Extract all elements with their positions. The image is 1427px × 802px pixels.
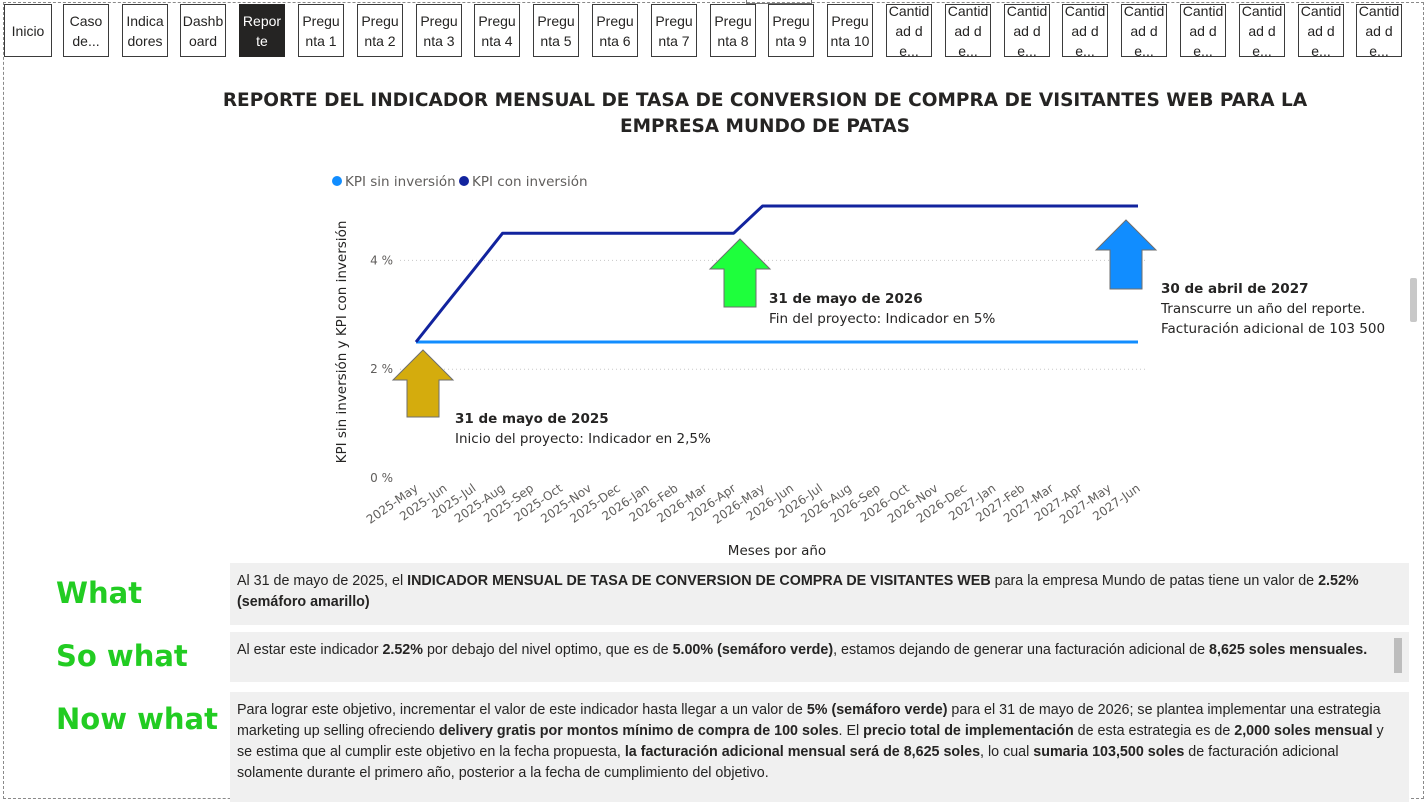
nav-button-6[interactable]: Pregunta 1: [298, 4, 344, 57]
annotation-start-text: Inicio del proyecto: Indicador en 2,5%: [455, 431, 711, 447]
nav-button-5[interactable]: Reporte: [239, 4, 285, 57]
nav-button-3[interactable]: Indicadores: [122, 4, 168, 57]
y-tick-label: 2 %: [370, 362, 393, 376]
nav-button-1[interactable]: Inicio: [4, 4, 52, 57]
y-tick-label: 0 %: [370, 471, 393, 485]
arrow-end-icon: [708, 238, 772, 308]
nav-button-19[interactable]: Cantidad de...: [1062, 4, 1108, 57]
nav-button-22[interactable]: Cantidad de...: [1239, 4, 1285, 57]
annotation-end-title: 31 de mayo de 2026: [769, 291, 923, 307]
report-title: REPORTE DEL INDICADOR MENSUAL DE TASA DE…: [222, 90, 1308, 137]
legend-label-2: KPI con inversión: [472, 174, 588, 190]
nav-button-2[interactable]: Caso de...: [63, 4, 109, 57]
nav-button-16[interactable]: Cantidad de...: [886, 4, 932, 57]
annotation-start-title: 31 de mayo de 2025: [455, 411, 609, 427]
nav-button-13[interactable]: Pregunta 8: [710, 4, 756, 57]
annotation-one-year-line2: Facturación adicional de 103 500: [1161, 321, 1386, 337]
series-line-2: [414, 204, 1138, 343]
text-box-scrollbar[interactable]: [1394, 638, 1402, 673]
nav-button-24[interactable]: Cantidad de...: [1356, 4, 1402, 57]
annotation-end: 31 de mayo de 2026 Fin del proyecto: Ind…: [769, 289, 995, 329]
annotation-one-year: 30 de abril de 2027 Transcurre un año de…: [1161, 279, 1385, 339]
arrow-start-icon: [391, 349, 455, 418]
nav-button-15[interactable]: Pregunta 10: [827, 4, 873, 57]
legend-label-1: KPI sin inversión: [345, 174, 456, 190]
legend-marker-2: [459, 176, 469, 186]
tab-indicator: [746, 0, 812, 4]
annotation-one-year-title: 30 de abril de 2027: [1161, 281, 1309, 297]
nav-button-4[interactable]: Dashboard: [180, 4, 226, 57]
what-text-box: Al 31 de mayo de 2025, el INDICADOR MENS…: [230, 563, 1409, 625]
nav-button-14[interactable]: Pregunta 9: [768, 4, 814, 57]
nav-button-10[interactable]: Pregunta 5: [533, 4, 579, 57]
y-axis-title: KPI sin inversión y KPI con inversión: [334, 221, 350, 464]
nav-button-23[interactable]: Cantidad de...: [1298, 4, 1344, 57]
what-label: What: [56, 576, 143, 610]
y-tick-label: 4 %: [370, 253, 393, 267]
so-what-text-box: Al estar este indicador 2.52% por debajo…: [230, 632, 1409, 682]
annotation-one-year-line1: Transcurre un año del reporte.: [1161, 301, 1366, 317]
nav-button-21[interactable]: Cantidad de...: [1180, 4, 1226, 57]
x-axis-title: Meses por año: [728, 543, 826, 559]
arrow-one-year-icon: [1094, 219, 1158, 290]
kpi-line-chart: 0 %2 %4 %2025-May2025-Jun2025-Jul2025-Au…: [332, 174, 1158, 559]
now-what-label: Now what: [56, 702, 218, 736]
nav-button-9[interactable]: Pregunta 4: [474, 4, 520, 57]
nav-button-18[interactable]: Cantidad de...: [1004, 4, 1050, 57]
nav-button-11[interactable]: Pregunta 6: [592, 4, 638, 57]
annotation-start: 31 de mayo de 2025 Inicio del proyecto: …: [455, 409, 711, 449]
nav-button-20[interactable]: Cantidad de...: [1121, 4, 1167, 57]
page-scrollbar-thumb[interactable]: [1410, 278, 1417, 322]
nav-button-7[interactable]: Pregunta 2: [357, 4, 403, 57]
page-navigation-bar: Inicio Caso de... Indicadores Dashboard Repo…: [0, 0, 1427, 60]
so-what-label: So what: [56, 639, 188, 673]
now-what-text-box: Para lograr este objetivo, incrementar e…: [230, 692, 1409, 802]
nav-button-17[interactable]: Cantidad de...: [945, 4, 991, 57]
nav-button-8[interactable]: Pregunta 3: [416, 4, 462, 57]
nav-button-12[interactable]: Pregunta 7: [651, 4, 697, 57]
annotation-end-text: Fin del proyecto: Indicador en 5%: [769, 311, 996, 327]
legend-marker-1: [332, 176, 342, 186]
